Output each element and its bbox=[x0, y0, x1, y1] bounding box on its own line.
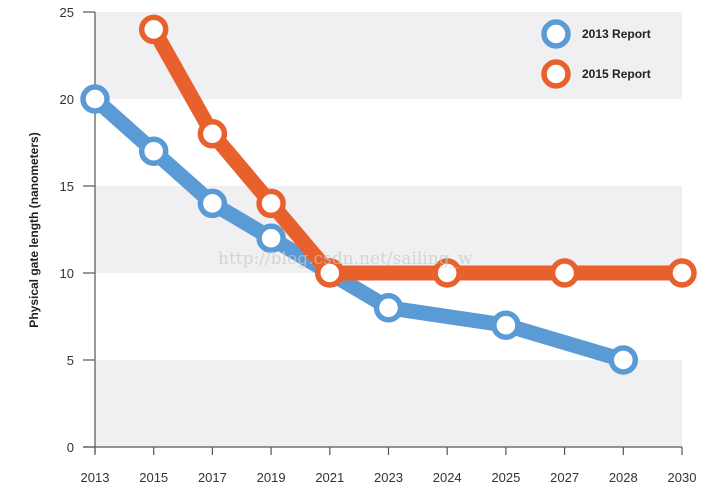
legend-label: 2013 Report bbox=[582, 27, 651, 41]
data-point bbox=[256, 188, 286, 219]
y-tick-label: 0 bbox=[67, 440, 74, 455]
legend-item: 2015 Report bbox=[541, 59, 651, 89]
legend-item: 2013 Report bbox=[541, 19, 651, 49]
y-axis-ticks: 0 5 10 15 20 25 bbox=[60, 5, 95, 455]
series-layer bbox=[80, 14, 697, 375]
data-point bbox=[549, 258, 580, 288]
y-tick-label: 10 bbox=[60, 266, 74, 281]
x-tick-label: 2019 bbox=[257, 470, 286, 485]
legend-marker bbox=[541, 19, 571, 49]
y-tick-label: 15 bbox=[60, 179, 74, 194]
y-tick-label: 5 bbox=[67, 353, 74, 368]
legend-label: 2015 Report bbox=[582, 67, 651, 81]
y-tick-label: 20 bbox=[60, 92, 74, 107]
x-tick-label: 2030 bbox=[668, 470, 697, 485]
data-point bbox=[138, 14, 169, 45]
x-tick-label: 2015 bbox=[139, 470, 168, 485]
data-point bbox=[197, 119, 228, 149]
x-tick-label: 2025 bbox=[491, 470, 520, 485]
x-tick-label: 2028 bbox=[609, 470, 638, 485]
x-axis-ticks: 2013 2015 2017 2019 2021 2023 2024 2025 2027 2028… bbox=[81, 447, 697, 485]
x-tick-label: 2013 bbox=[81, 470, 110, 485]
y-axis-label: Physical gate length (nanometers) bbox=[27, 132, 41, 327]
legend-marker bbox=[541, 59, 571, 89]
data-point bbox=[667, 258, 697, 288]
x-tick-label: 2017 bbox=[198, 470, 227, 485]
x-tick-label: 2027 bbox=[550, 470, 579, 485]
data-point bbox=[197, 188, 228, 219]
x-tick-label: 2024 bbox=[433, 470, 462, 485]
series-2013-report bbox=[80, 84, 639, 375]
data-point bbox=[256, 223, 286, 253]
x-tick-label: 2023 bbox=[374, 470, 403, 485]
grid-band bbox=[95, 360, 682, 447]
data-point bbox=[373, 293, 404, 323]
grid-band bbox=[95, 186, 682, 273]
y-tick-label: 25 bbox=[60, 5, 74, 20]
data-point bbox=[80, 84, 110, 114]
data-point bbox=[491, 310, 521, 340]
x-tick-label: 2021 bbox=[315, 470, 344, 485]
legend: 2013 Report 2015 Report bbox=[530, 12, 682, 98]
series-2015-report bbox=[138, 14, 697, 288]
data-point bbox=[608, 345, 639, 375]
data-point bbox=[432, 258, 462, 288]
data-point bbox=[315, 258, 345, 288]
watermark: http://blog.csdn.net/sailing_w bbox=[218, 249, 473, 269]
data-point bbox=[138, 136, 169, 166]
